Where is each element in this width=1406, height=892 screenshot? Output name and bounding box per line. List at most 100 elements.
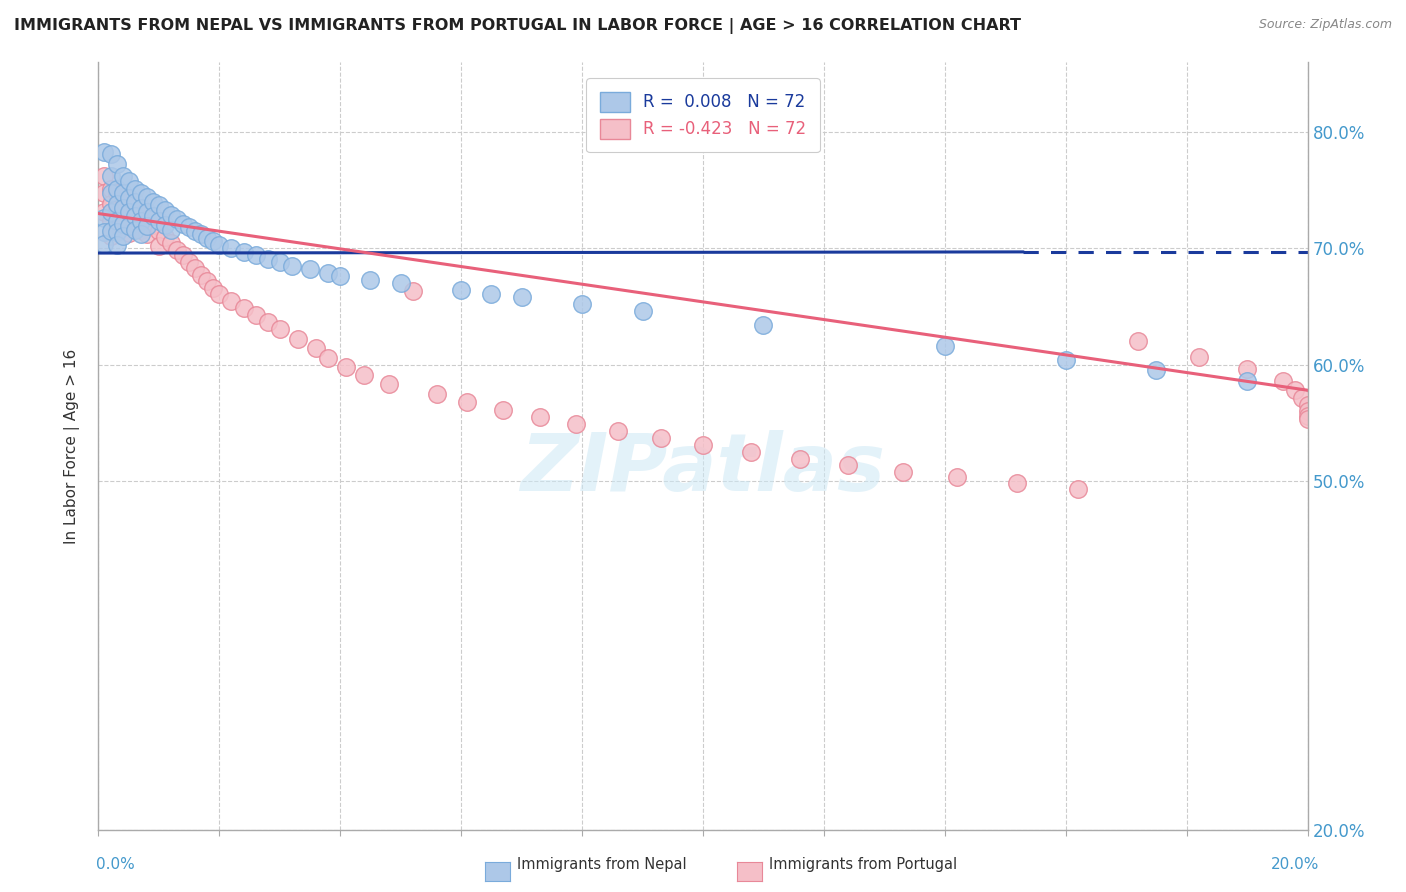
Point (153, 202, 176, 217)
Point (329, 269, 352, 284)
Point (179, 220, 201, 235)
Point (402, 285, 425, 299)
Text: 0.0%: 0.0% (96, 857, 135, 872)
Point (692, 438, 714, 452)
Point (353, 368, 375, 383)
Point (93, 169, 115, 184)
Point (93, 186, 115, 200)
Point (142, 209, 165, 223)
Point (124, 217, 146, 231)
Text: Source: ZipAtlas.com: Source: ZipAtlas.com (1258, 18, 1392, 31)
Point (1054, 353, 1077, 368)
Point (105, 201, 128, 215)
Point (100, 224, 122, 238)
Point (105, 238, 128, 252)
Point (184, 261, 207, 276)
Point (481, 286, 503, 301)
Point (166, 243, 188, 257)
Y-axis label: In Labor Force | Age > 16: In Labor Force | Age > 16 (63, 349, 80, 543)
Point (118, 174, 141, 188)
Point (179, 255, 201, 269)
Point (269, 321, 291, 335)
Point (105, 217, 128, 231)
Point (172, 217, 194, 231)
Point (93, 236, 115, 251)
Point (105, 225, 128, 239)
Point (135, 190, 157, 204)
Point (153, 229, 176, 244)
Point (837, 458, 859, 472)
Point (1188, 350, 1211, 364)
Point (202, 281, 225, 295)
Point (232, 301, 254, 315)
Point (510, 290, 533, 304)
Point (118, 194, 141, 209)
Point (153, 218, 176, 232)
Point (316, 266, 339, 280)
Point (934, 339, 956, 353)
Point (195, 274, 218, 288)
Point (118, 191, 141, 205)
Point (450, 283, 472, 297)
Text: ZIPatlas: ZIPatlas (520, 430, 886, 508)
Point (160, 235, 183, 250)
Point (100, 228, 122, 243)
Point (135, 205, 157, 219)
Point (360, 273, 382, 287)
Point (389, 277, 412, 291)
Point (118, 205, 141, 219)
Point (100, 169, 122, 184)
Point (1291, 392, 1313, 406)
Point (281, 259, 304, 273)
Point (148, 224, 170, 238)
Point (208, 286, 231, 301)
Point (1007, 476, 1029, 491)
Point (105, 213, 128, 227)
Point (269, 255, 291, 269)
Point (245, 248, 267, 262)
Point (160, 208, 183, 222)
Point (607, 424, 630, 438)
Point (111, 186, 134, 200)
Point (221, 293, 243, 308)
Point (93, 205, 115, 219)
Point (100, 186, 122, 200)
Point (184, 224, 207, 238)
Point (195, 231, 218, 245)
Point (129, 201, 152, 215)
Point (631, 304, 654, 318)
Point (129, 186, 152, 200)
Point (124, 182, 146, 196)
Point (456, 394, 478, 409)
Point (111, 220, 134, 235)
Point (202, 235, 225, 249)
Point (1236, 362, 1258, 376)
Point (492, 403, 515, 417)
Point (1128, 334, 1150, 349)
Point (148, 198, 170, 212)
Point (118, 227, 141, 241)
Point (1067, 482, 1090, 496)
Point (124, 201, 146, 215)
Point (208, 238, 231, 252)
Point (565, 417, 588, 431)
Point (305, 342, 328, 356)
Point (100, 182, 122, 196)
Point (316, 351, 339, 365)
Point (1296, 404, 1319, 418)
Point (111, 228, 134, 243)
Point (135, 219, 157, 234)
Text: Immigrants from Portugal: Immigrants from Portugal (769, 857, 957, 872)
Point (166, 212, 188, 227)
Point (232, 244, 254, 259)
Point (891, 465, 914, 479)
Point (148, 213, 170, 227)
Point (740, 445, 762, 459)
Point (752, 318, 775, 332)
Point (789, 451, 811, 466)
Point (142, 218, 165, 232)
Point (426, 386, 449, 401)
Text: Immigrants from Nepal: Immigrants from Nepal (517, 857, 688, 872)
Point (135, 212, 157, 227)
Point (1236, 374, 1258, 388)
